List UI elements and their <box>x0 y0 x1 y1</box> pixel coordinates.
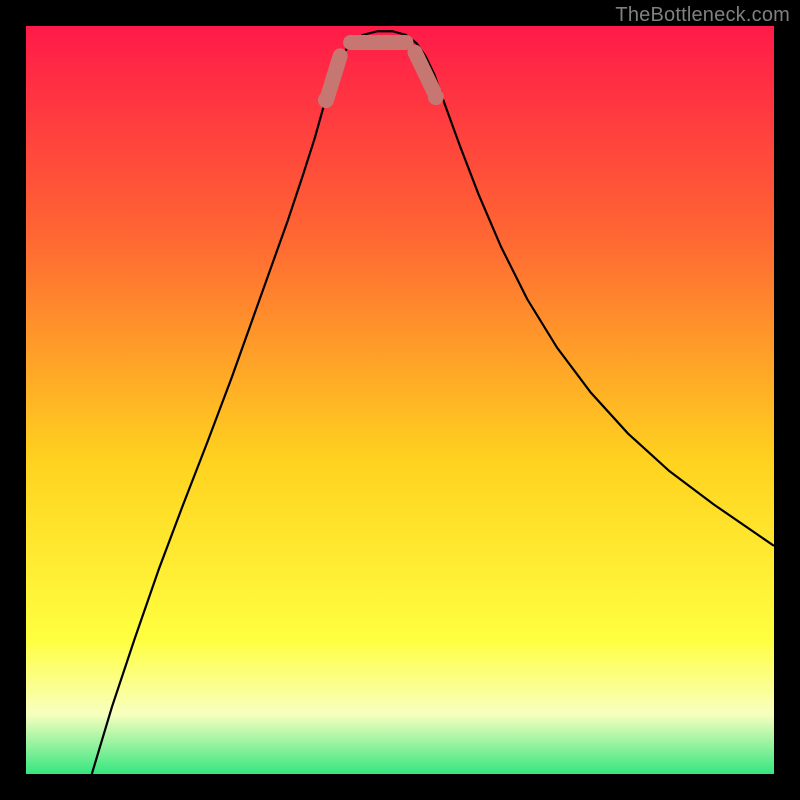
bottleneck-chart <box>0 0 800 800</box>
chart-container: TheBottleneck.com <box>0 0 800 800</box>
watermark-text: TheBottleneck.com <box>615 4 790 27</box>
highlight-dot <box>428 89 444 105</box>
highlight-dot <box>318 92 334 108</box>
chart-plot-background <box>26 26 774 774</box>
